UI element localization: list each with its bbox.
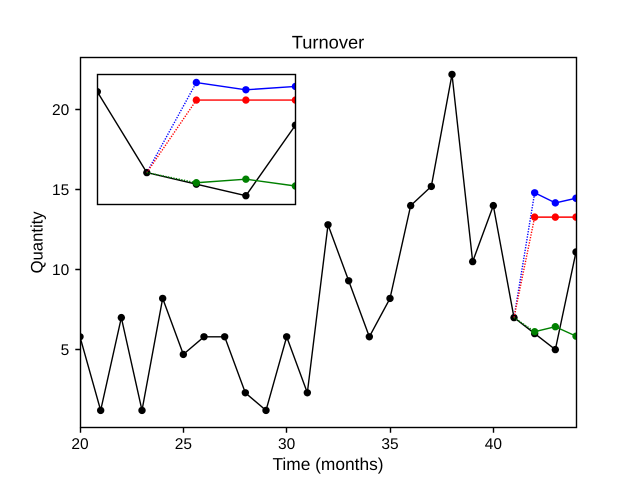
svg-text:35: 35 <box>381 436 398 453</box>
svg-text:Turnover: Turnover <box>292 32 364 53</box>
svg-text:10: 10 <box>52 262 70 279</box>
svg-text:20: 20 <box>71 436 89 453</box>
svg-text:20: 20 <box>52 102 70 119</box>
svg-text:25: 25 <box>175 436 192 453</box>
svg-text:30: 30 <box>278 436 296 453</box>
svg-text:Quantity: Quantity <box>27 211 46 274</box>
svg-text:Time (months): Time (months) <box>272 454 383 474</box>
svg-text:15: 15 <box>52 182 69 199</box>
svg-text:5: 5 <box>61 342 70 359</box>
svg-text:40: 40 <box>485 436 503 453</box>
